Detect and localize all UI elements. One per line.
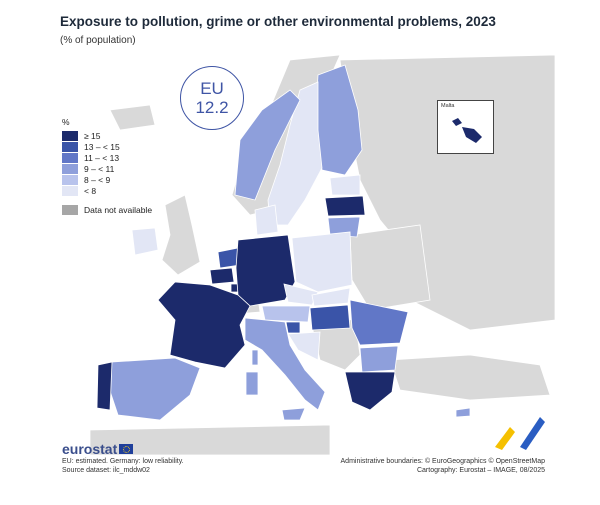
legend-label: < 8 <box>84 185 97 196</box>
country-portugal <box>96 361 113 411</box>
region-turkey <box>389 354 551 401</box>
eurostat-logo: eurostat <box>62 441 134 457</box>
malta-inset: Malta <box>437 100 494 154</box>
footnote-source: Source dataset: ilc_mddw02 <box>62 467 150 474</box>
europe-map <box>89 54 556 455</box>
eu-flag-icon <box>119 444 134 454</box>
legend-label: 8 – < 9 <box>84 174 111 185</box>
country-cyprus <box>455 407 471 418</box>
credit-cartography: Cartography: Eurostat – IMAGE, 08/2025 <box>416 467 545 474</box>
country-corsica <box>251 349 259 366</box>
eu-badge-value: 12.2 <box>195 98 229 117</box>
country-latvia <box>324 195 366 217</box>
legend-swatch <box>62 141 78 152</box>
country-hungary <box>309 304 351 331</box>
country-sicily <box>281 407 306 421</box>
eurostat-logo-text: eurostat <box>62 441 118 457</box>
legend-item: < 8 <box>62 185 152 196</box>
legend-item-not-available: Data not available <box>62 204 152 215</box>
legend-item: 13 – < 15 <box>62 141 152 152</box>
malta-inset-label: Malta <box>441 103 455 109</box>
legend-swatch <box>62 130 78 141</box>
legend-swatch <box>62 174 78 185</box>
legend-item: 8 – < 9 <box>62 174 152 185</box>
country-denmark <box>254 204 279 236</box>
eu-average-badge: EU 12.2 <box>180 66 244 130</box>
legend: % ≥ 15 13 – < 15 11 – < 13 9 – < 11 8 – … <box>62 117 152 215</box>
legend-item: ≥ 15 <box>62 130 152 141</box>
country-belgium <box>209 267 235 285</box>
legend-label: 9 – < 11 <box>84 163 115 174</box>
legend-swatch <box>62 204 78 215</box>
credit-boundaries: Administrative boundaries: © EuroGeograp… <box>340 458 545 465</box>
region-belarus-ukraine <box>349 224 431 311</box>
country-germany <box>235 234 296 307</box>
eurostat-corner-graphic <box>495 417 545 450</box>
legend-label: 13 – < 15 <box>84 141 120 152</box>
eu-badge-label: EU <box>200 79 224 98</box>
map-title: Exposure to pollution, grime or other en… <box>60 14 496 29</box>
legend-label: ≥ 15 <box>84 130 101 141</box>
country-bulgaria <box>359 345 399 373</box>
region-uk <box>161 194 201 276</box>
legend-unit: % <box>62 117 70 127</box>
region-north-africa <box>89 424 331 455</box>
country-spain <box>107 357 201 421</box>
country-slovakia <box>311 287 351 307</box>
country-austria <box>261 305 311 323</box>
country-lithuania <box>327 216 361 238</box>
country-sweden <box>267 81 323 226</box>
country-france <box>157 281 251 369</box>
legend-swatch <box>62 152 78 163</box>
legend-swatch <box>62 185 78 196</box>
legend-swatch <box>62 163 78 174</box>
country-greece <box>344 371 396 411</box>
country-slovenia <box>285 321 301 334</box>
footnote-estimate: EU: estimated. Germany: low reliability. <box>62 458 184 465</box>
country-romania <box>349 299 409 346</box>
region-iceland <box>109 104 156 131</box>
country-sardinia <box>245 371 259 396</box>
map-subtitle: (% of population) <box>60 35 136 46</box>
country-ireland <box>131 227 159 256</box>
legend-item: 9 – < 11 <box>62 163 152 174</box>
country-norway-north <box>234 89 301 201</box>
country-italy <box>244 317 326 411</box>
legend-label: Data not available <box>84 204 153 215</box>
country-estonia <box>329 174 361 196</box>
country-poland <box>291 231 353 293</box>
legend-label: 11 – < 13 <box>84 152 120 163</box>
country-croatia <box>287 331 321 361</box>
country-czechia <box>283 283 319 306</box>
malta-shape <box>452 118 482 143</box>
legend-item: 11 – < 13 <box>62 152 152 163</box>
